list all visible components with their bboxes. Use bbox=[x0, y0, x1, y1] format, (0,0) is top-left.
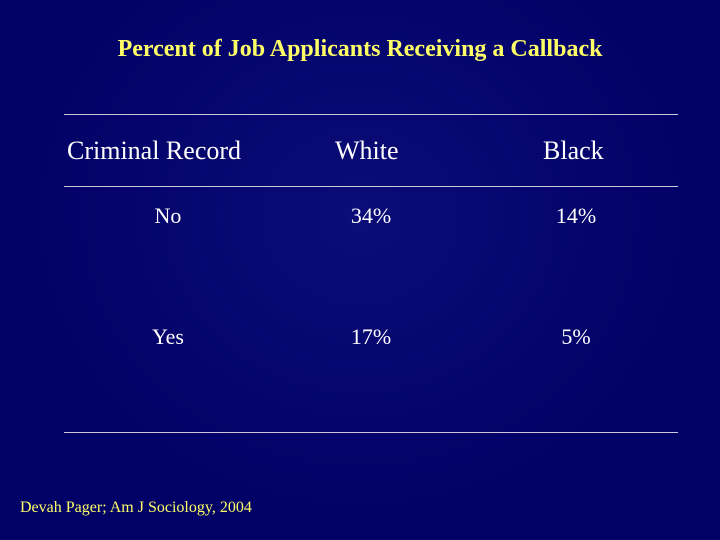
slide-title: Percent of Job Applicants Receiving a Ca… bbox=[117, 36, 603, 62]
table-header-rule bbox=[64, 186, 678, 187]
header-criminal-record: Criminal Record bbox=[67, 136, 242, 165]
table-bottom-rule bbox=[64, 432, 678, 433]
header-white: White bbox=[335, 136, 399, 165]
row-yes-black: 5% bbox=[561, 324, 591, 349]
row-yes-white: 17% bbox=[350, 324, 392, 349]
row-no-white: 34% bbox=[350, 203, 392, 228]
source-citation: Devah Pager; Am J Sociology, 2004 bbox=[20, 499, 252, 516]
table-top-rule bbox=[64, 114, 678, 115]
row-no-label: No bbox=[154, 203, 182, 228]
header-black: Black bbox=[543, 136, 604, 165]
row-no-black: 14% bbox=[555, 203, 597, 228]
row-yes-label: Yes bbox=[151, 324, 184, 349]
